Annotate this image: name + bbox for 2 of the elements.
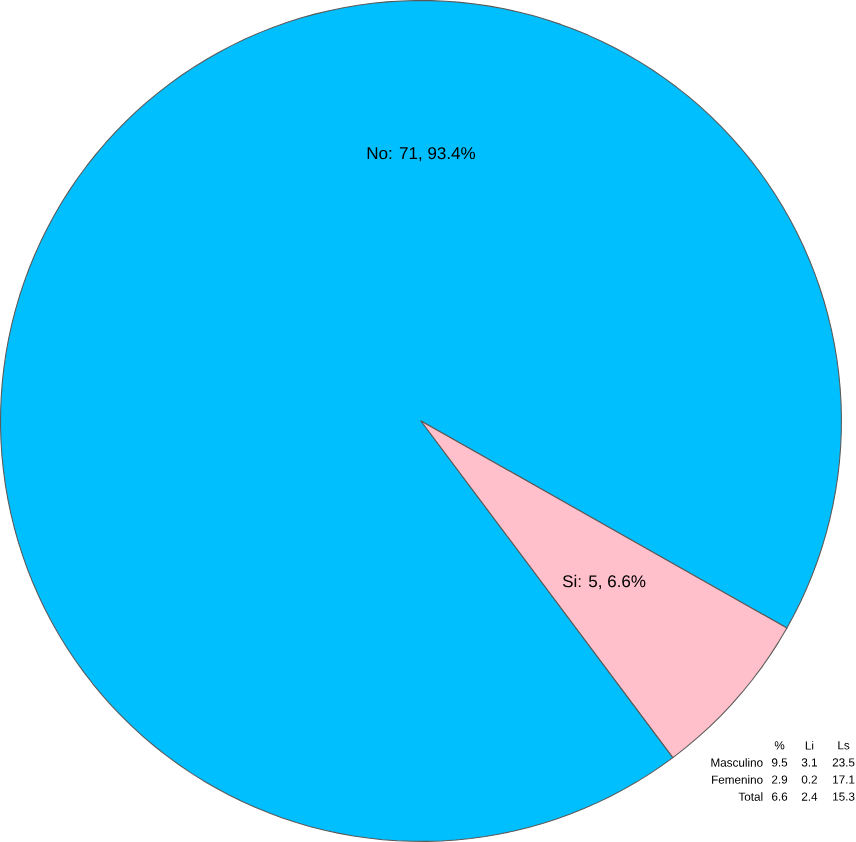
- data-label: No: 71, 93.4%: [367, 147, 476, 162]
- data-label: Si: 5, 6.6%: [562, 574, 646, 590]
